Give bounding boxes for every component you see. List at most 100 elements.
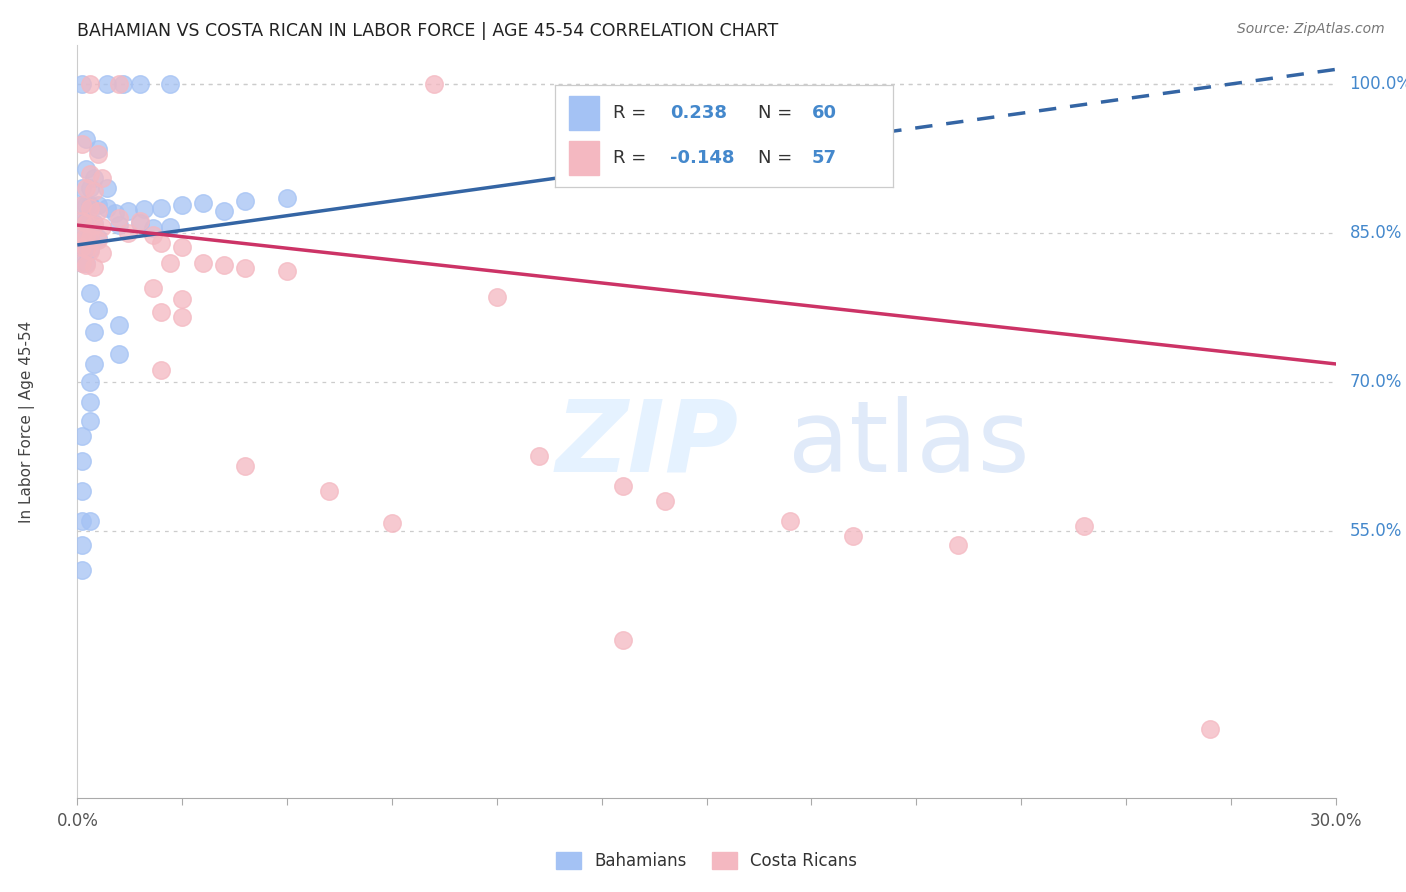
Point: [70, 538, 93, 552]
Point: [87, 198, 110, 212]
Point: [108, 211, 131, 226]
Point: [1199, 722, 1222, 736]
Point: [96, 77, 118, 91]
Text: ZIP: ZIP: [555, 395, 738, 492]
Point: [142, 280, 165, 294]
Point: [1073, 518, 1095, 533]
Point: [70, 514, 93, 528]
Point: [150, 305, 173, 319]
Legend: Bahamians, Costa Ricans: Bahamians, Costa Ricans: [550, 846, 863, 877]
Point: [612, 632, 634, 647]
Point: [70, 240, 93, 254]
Point: [91, 171, 114, 186]
Text: Source: ZipAtlas.com: Source: ZipAtlas.com: [1237, 22, 1385, 37]
Point: [70, 214, 93, 228]
Point: [70, 563, 93, 577]
Point: [159, 77, 181, 91]
Text: In Labor Force | Age 45-54: In Labor Force | Age 45-54: [20, 320, 35, 523]
Point: [112, 77, 135, 91]
Point: [75, 229, 97, 244]
Point: [79, 514, 101, 528]
Point: [83, 216, 105, 230]
Point: [108, 347, 131, 361]
Point: [75, 216, 97, 230]
Point: [83, 357, 105, 371]
Point: [172, 240, 194, 254]
Point: [87, 204, 110, 219]
Point: [75, 214, 97, 228]
Point: [70, 256, 93, 270]
Point: [83, 260, 105, 274]
Point: [485, 291, 508, 305]
Point: [79, 77, 101, 91]
Point: [612, 479, 634, 493]
Text: N =: N =: [758, 149, 792, 167]
Point: [191, 196, 215, 211]
Point: [79, 244, 101, 258]
Point: [233, 194, 256, 209]
Text: 100.0%: 100.0%: [1350, 75, 1406, 94]
Point: [70, 227, 93, 242]
Point: [87, 231, 110, 245]
Point: [70, 198, 93, 212]
Point: [70, 77, 93, 91]
Point: [70, 227, 93, 242]
Point: [79, 230, 101, 244]
Point: [79, 394, 101, 409]
Point: [117, 226, 139, 240]
Point: [108, 218, 131, 232]
Point: [172, 198, 194, 212]
Point: [96, 181, 118, 195]
Point: [79, 201, 101, 215]
Point: [87, 303, 110, 318]
Point: [70, 198, 93, 212]
Point: [70, 483, 93, 498]
Point: [79, 167, 101, 181]
Point: [79, 375, 101, 389]
Point: [83, 325, 105, 339]
Point: [212, 258, 235, 272]
Text: 0.238: 0.238: [671, 104, 727, 122]
Point: [129, 216, 152, 230]
Text: atlas: atlas: [789, 395, 1031, 492]
Point: [79, 414, 101, 428]
Point: [83, 218, 105, 232]
Bar: [569, 141, 599, 175]
Point: [142, 227, 165, 242]
Point: [75, 181, 97, 195]
Point: [134, 202, 156, 217]
Text: R =: R =: [613, 149, 645, 167]
Point: [79, 285, 101, 300]
Point: [91, 220, 114, 235]
Point: [79, 242, 101, 256]
Point: [233, 260, 256, 275]
Point: [70, 256, 93, 270]
Point: [142, 221, 165, 235]
Point: [75, 241, 97, 255]
Point: [70, 136, 93, 151]
Point: [79, 181, 101, 195]
Point: [75, 242, 97, 256]
Point: [150, 363, 173, 377]
Text: BAHAMIAN VS COSTA RICAN IN LABOR FORCE | AGE 45-54 CORRELATION CHART: BAHAMIAN VS COSTA RICAN IN LABOR FORCE |…: [77, 22, 779, 40]
Point: [117, 204, 139, 219]
Point: [70, 454, 93, 468]
Point: [212, 204, 235, 219]
Point: [276, 191, 298, 205]
Point: [83, 171, 105, 186]
Text: 57: 57: [811, 149, 837, 167]
Point: [96, 201, 118, 215]
Point: [172, 293, 194, 307]
Point: [75, 256, 97, 270]
Point: [172, 310, 194, 325]
Text: 85.0%: 85.0%: [1350, 224, 1402, 242]
Point: [87, 146, 110, 161]
Point: [83, 185, 105, 199]
Point: [779, 514, 801, 528]
Point: [654, 493, 676, 508]
Bar: [569, 96, 599, 130]
Point: [70, 429, 93, 443]
Point: [842, 528, 865, 542]
Point: [318, 483, 340, 498]
Point: [79, 231, 101, 245]
